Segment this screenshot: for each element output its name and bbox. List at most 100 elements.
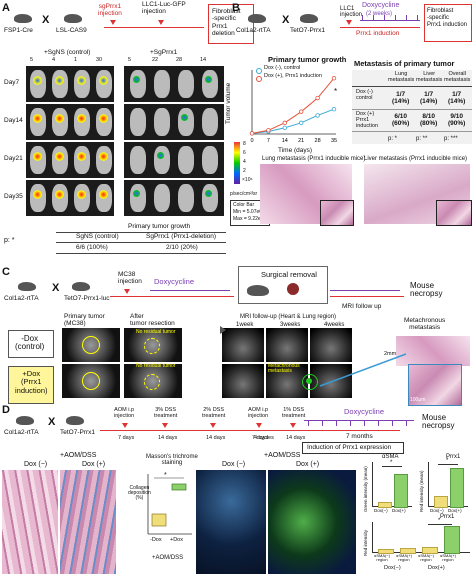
arrow-down-icon xyxy=(346,20,352,25)
data-point xyxy=(266,128,271,133)
outcome-box: Fibroblast -specific Prrx1 induction xyxy=(424,4,472,42)
meta-value: 1/7 (14%) xyxy=(420,91,438,106)
luminescence-spot xyxy=(99,114,108,123)
mouse-icon xyxy=(248,14,266,23)
p-value-label: p: * xyxy=(4,237,15,244)
luminescence-spot xyxy=(133,190,140,197)
lung-inset-image xyxy=(320,200,354,226)
dox-tick xyxy=(362,15,363,20)
mouse-id: 22 xyxy=(152,57,159,63)
colorbar-info-line: Max = 9.22e7 xyxy=(233,216,264,222)
interval-label: 14 days xyxy=(206,435,226,441)
bar-control xyxy=(434,496,448,508)
luminescence-spot xyxy=(33,152,42,161)
box-control xyxy=(151,513,167,527)
mri-followup-image xyxy=(266,364,308,398)
significance-star: * xyxy=(438,518,441,524)
mri-followup-image xyxy=(310,328,352,362)
interval-label: 7 days xyxy=(252,435,269,441)
row-control-box: -Dox (control) xyxy=(8,330,54,358)
dox-tick xyxy=(378,421,379,426)
meta-value: 6/10 (60%) xyxy=(392,113,410,128)
data-point xyxy=(331,75,337,81)
massons-label: Masson's trichrome staining xyxy=(146,454,198,466)
bar-x-label: Dox(+) xyxy=(448,508,462,513)
arrow-down-icon xyxy=(290,423,296,428)
significance-star: * xyxy=(390,460,393,466)
timeline-bar xyxy=(104,27,204,28)
no-residual-label: No residual tumor xyxy=(136,329,176,335)
box-x-label: +Dox xyxy=(170,537,183,543)
week-label: 3weeks xyxy=(280,322,301,328)
cross-symbol: X xyxy=(282,14,290,26)
necropsy-label: Mouse necropsy xyxy=(422,413,455,430)
dox-tick xyxy=(364,421,365,426)
box-x-label: -Dox xyxy=(150,537,162,543)
luminescence-spot xyxy=(33,76,42,85)
significance-bracket xyxy=(382,466,402,467)
mouse-body xyxy=(154,70,170,98)
day-label: Day14 xyxy=(4,117,23,124)
outcome-text: Fibroblast -specific Prrx1 induction xyxy=(427,8,468,28)
dox-tick xyxy=(417,15,418,20)
significance-star: * xyxy=(334,87,338,96)
mouse-icon xyxy=(18,282,36,291)
data-point xyxy=(282,120,287,126)
x-axis xyxy=(372,506,412,507)
mouse-body xyxy=(178,184,194,212)
metastasis-title: Metastasis of primary tumor xyxy=(354,59,455,68)
region-bar xyxy=(444,526,460,554)
mouse-icon xyxy=(300,14,318,23)
row-dox-box: +Dox (Prrx1 induction) xyxy=(8,366,54,404)
aom-dss-label: +AOM/DSS xyxy=(264,452,301,459)
luminescence-spot xyxy=(181,114,188,121)
growth-table-title: Primary tumor growth xyxy=(128,223,191,230)
arrow-down-icon xyxy=(256,423,262,428)
interval-label: 14 days xyxy=(286,435,306,441)
dox-duration-label: (2 weeks) xyxy=(366,11,393,17)
mri-followup-image xyxy=(266,328,308,362)
group-control-label: +SgNS (control) xyxy=(44,49,91,56)
mouse-id: 4 xyxy=(52,57,56,63)
mouse-body xyxy=(202,70,218,98)
colorbar-tick: 2 xyxy=(243,168,246,174)
series-line-0 xyxy=(251,108,335,134)
data-point xyxy=(315,95,320,101)
cycles-label: 4 cycles xyxy=(254,435,274,441)
significance-bracket xyxy=(428,524,452,525)
table-rule xyxy=(56,253,226,254)
mouse-id: 5 xyxy=(30,57,34,63)
mouse-id: 30 xyxy=(96,57,103,63)
week-label: 1week xyxy=(236,322,254,328)
box-dox xyxy=(171,483,187,491)
sg-group-value: 2/10 (20%) xyxy=(166,244,198,251)
dox-tick xyxy=(406,15,407,20)
legend-marker xyxy=(256,68,262,74)
day-label: Day21 xyxy=(4,155,23,162)
mouse-strain-label: TetO7-Prrx1-luc xyxy=(64,295,110,302)
y-axis xyxy=(372,462,373,506)
tumor-circle-marker xyxy=(82,372,100,390)
bar-x-label: Dox(+) xyxy=(392,508,406,513)
region-bar xyxy=(422,547,438,554)
arrow-down-icon xyxy=(122,423,128,428)
ihc-control-image xyxy=(196,470,266,574)
y-axis xyxy=(372,522,373,552)
necropsy-label: Mouse necropsy xyxy=(410,281,443,298)
dox-tick xyxy=(373,15,374,20)
colorbar-unit: p/sec/cm²/sr xyxy=(230,191,258,197)
sg-group-name: SgPrrx1 (Prrx1-deletion) xyxy=(146,233,217,240)
collagen-box-plot xyxy=(147,474,192,535)
protocol-step: 3% DSS treatment xyxy=(154,407,178,419)
mouse-body xyxy=(130,108,146,136)
data-point xyxy=(331,107,337,112)
luminescence-spot xyxy=(33,190,42,199)
lung-metastasis-histology xyxy=(396,336,470,366)
mouse-strain-label: Col1a2-rtTA xyxy=(236,27,271,34)
timeline-bar xyxy=(100,430,400,431)
data-point xyxy=(315,113,320,118)
dox-tick xyxy=(308,421,309,426)
metastasis-circle xyxy=(302,374,318,390)
panel-d-letter: D xyxy=(2,404,10,416)
meta-header: Liver metastasis xyxy=(416,71,443,83)
